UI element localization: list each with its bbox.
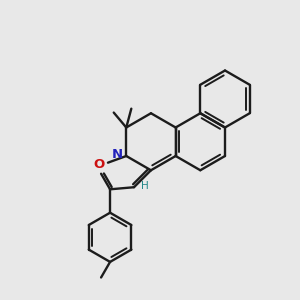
Text: N: N <box>112 148 123 161</box>
Text: O: O <box>93 158 104 171</box>
Text: H: H <box>141 181 148 191</box>
